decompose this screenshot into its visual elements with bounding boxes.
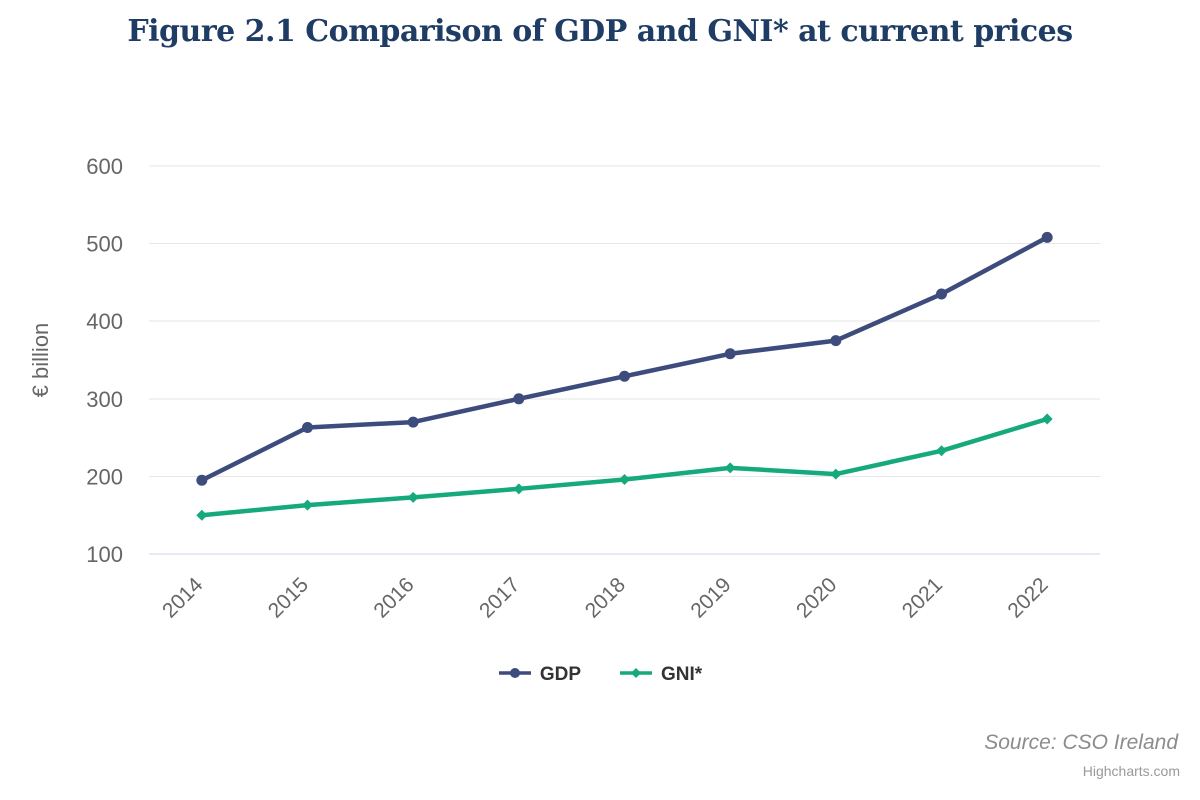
x-axis-tick-label: 2014 [158,573,208,623]
data-point-marker [619,474,630,486]
data-point-marker [513,483,525,495]
x-axis-tick-label: 2018 [581,573,630,622]
data-point-marker [302,499,313,511]
gdp-series-line [199,235,1050,483]
chart-title: Figure 2.1 Comparison of GDP and GNI* at… [127,14,1073,49]
legend-item-gdp[interactable]: GDP [498,664,581,686]
data-point-marker [619,370,630,382]
data-point-marker [196,474,208,486]
y-axis-tick-label: 500 [86,232,123,257]
y-axis-tick-label: 100 [86,542,123,567]
y-axis-title: € billion [28,323,53,398]
x-axis-tick-label: 2020 [792,573,841,622]
data-point-marker [1041,413,1053,425]
gni-line-marker-icon [619,666,653,685]
data-point-marker [724,348,736,360]
x-axis-tick-label: 2021 [898,573,947,622]
highcharts-credits-link[interactable]: Highcharts.com [1082,763,1180,779]
data-point-marker [196,509,208,521]
x-axis-tick-label: 2015 [264,573,313,622]
data-point-marker [830,335,842,347]
legend-label-gdp: GDP [539,664,581,685]
x-axis-tick-label: 2017 [475,573,524,622]
x-axis-tick-label: 2019 [686,573,735,622]
data-point-marker [830,468,842,480]
x-axis-tick-label: 2022 [1003,573,1052,622]
y-axis-tick-label: 300 [86,387,123,412]
data-point-marker [936,445,947,457]
legend-label-gni: GNI* [661,664,703,685]
y-axis-tick-label: 400 [86,309,123,334]
data-point-marker [724,462,736,474]
legend: GDP GNI* [0,664,1200,686]
gni-series-line [199,416,1050,518]
data-point-marker [407,416,419,428]
data-point-marker [407,491,419,503]
x-axis-tick-label: 2016 [369,573,418,622]
y-axis-tick-label: 200 [86,464,123,489]
y-axis-tick-label: 600 [86,154,123,179]
gdp-line-marker-icon [498,666,532,685]
data-point-marker [513,393,525,405]
data-point-marker [936,288,947,300]
source-text: Source: CSO Ireland [984,731,1178,754]
data-point-marker [1041,231,1053,243]
legend-item-gni[interactable]: GNI* [619,664,702,686]
data-point-marker [302,422,313,434]
